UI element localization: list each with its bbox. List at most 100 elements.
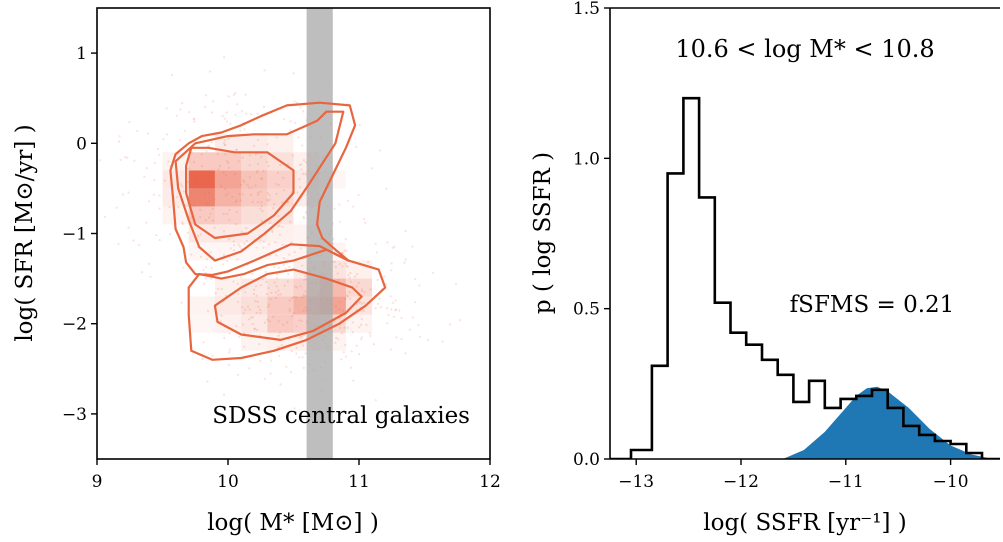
- scatter-point: [404, 352, 407, 355]
- scatter-point: [249, 193, 252, 196]
- scatter-point: [258, 343, 261, 346]
- scatter-point: [175, 196, 178, 199]
- scatter-point: [221, 115, 224, 118]
- scatter-point: [346, 265, 349, 268]
- scatter-point: [237, 293, 240, 296]
- scatter-point: [251, 316, 254, 319]
- histogram-step: [610, 96, 1000, 459]
- scatter-point: [229, 247, 232, 250]
- scatter-point: [248, 367, 251, 370]
- scatter-point: [251, 201, 254, 204]
- scatter-point: [232, 280, 235, 283]
- scatter-point: [426, 338, 429, 341]
- scatter-point: [390, 269, 393, 272]
- scatter-point: [295, 352, 298, 355]
- scatter-point: [391, 246, 394, 249]
- scatter-point: [299, 285, 302, 288]
- scatter-point: [193, 161, 196, 164]
- scatter-point: [227, 161, 230, 165]
- scatter-point: [279, 164, 282, 167]
- scatter-point: [253, 327, 256, 330]
- scatter-point: [269, 372, 272, 375]
- scatter-point: [333, 207, 336, 210]
- density-cell: [162, 170, 189, 189]
- scatter-point: [355, 344, 358, 347]
- scatter-point: [352, 379, 355, 382]
- scatter-point: [89, 223, 91, 225]
- x-tick-label: 11: [348, 472, 370, 492]
- scatter-point: [266, 143, 269, 146]
- annotation-sdss: SDSS central galaxies: [212, 403, 470, 429]
- scatter-point: [304, 290, 307, 293]
- scatter-point: [337, 338, 340, 341]
- scatter-point: [346, 295, 350, 298]
- scatter-point: [266, 293, 269, 296]
- scatter-point: [267, 164, 270, 168]
- density-cell: [267, 278, 294, 297]
- scatter-point: [243, 128, 246, 131]
- scatter-point: [380, 306, 383, 309]
- scatter-point: [192, 118, 195, 121]
- scatter-point: [200, 153, 203, 156]
- density-cell: [345, 314, 373, 333]
- scatter-point: [268, 320, 271, 323]
- scatter-point: [275, 183, 278, 186]
- scatter-point: [245, 112, 248, 115]
- scatter-point: [208, 216, 211, 219]
- scatter-point: [246, 183, 249, 186]
- x-tick-label: −10: [933, 472, 969, 492]
- left-ylabel: log( SFR [M⊙/yr] ): [12, 124, 38, 341]
- scatter-point: [225, 111, 229, 114]
- scatter-point: [299, 106, 302, 109]
- scatter-point: [256, 201, 259, 204]
- scatter-point: [153, 161, 156, 165]
- scatter-point: [145, 167, 148, 170]
- scatter-point: [411, 316, 414, 319]
- scatter-point: [288, 307, 291, 311]
- scatter-point: [301, 336, 304, 339]
- scatter-point: [299, 186, 302, 189]
- scatter-point: [258, 308, 262, 311]
- scatter-point: [368, 332, 371, 335]
- scatter-point: [224, 143, 227, 146]
- scatter-point: [156, 147, 160, 150]
- scatter-point: [211, 207, 214, 211]
- scatter-point: [124, 155, 127, 159]
- scatter-point: [288, 265, 291, 268]
- scatter-point: [223, 144, 226, 147]
- scatter-point: [253, 144, 256, 147]
- scatter-point: [284, 267, 287, 270]
- scatter-point: [115, 206, 118, 209]
- scatter-point: [272, 207, 275, 210]
- scatter-point: [158, 153, 161, 156]
- scatter-point: [275, 136, 278, 139]
- scatter-point: [250, 316, 253, 319]
- scatter-point: [260, 155, 263, 159]
- scatter-point: [241, 306, 244, 309]
- scatter-point: [335, 336, 338, 339]
- scatter-point: [119, 158, 122, 161]
- scatter-point: [294, 285, 297, 288]
- scatter-point: [304, 274, 307, 277]
- scatter-point: [345, 294, 348, 297]
- scatter-point: [255, 246, 258, 249]
- scatter-point: [293, 100, 296, 103]
- scatter-point: [256, 300, 259, 303]
- scatter-point: [237, 160, 240, 163]
- scatter-point: [193, 120, 196, 123]
- scatter-point: [263, 321, 266, 324]
- scatter-point: [295, 286, 299, 289]
- scatter-point: [301, 344, 304, 347]
- scatter-point: [223, 336, 226, 339]
- density-cell: [241, 224, 268, 243]
- scatter-point: [225, 120, 229, 123]
- scatter-point: [209, 251, 212, 254]
- scatter-point: [278, 233, 281, 236]
- scatter-point: [147, 262, 151, 265]
- scatter-point: [141, 271, 144, 274]
- scatter-point: [390, 308, 393, 311]
- scatter-point: [228, 219, 231, 222]
- scatter-point: [234, 223, 237, 226]
- scatter-point: [341, 251, 344, 254]
